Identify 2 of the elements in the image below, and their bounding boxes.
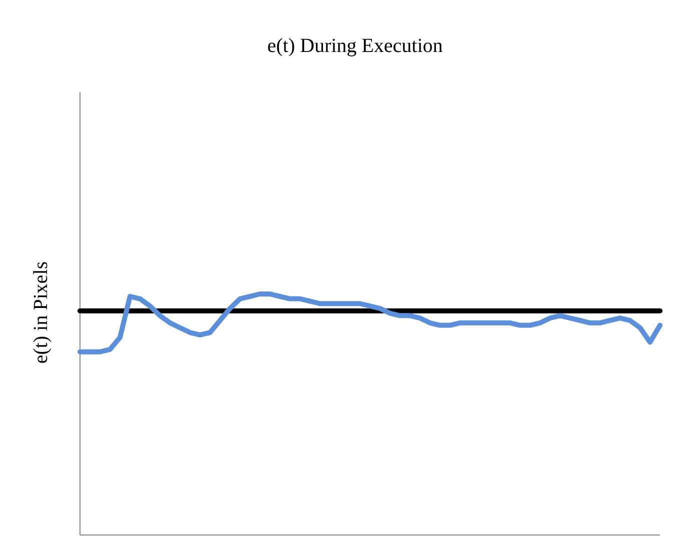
y-axis-title: e(t) in Pixels	[30, 261, 52, 364]
chart-title: e(t) During Execution	[267, 35, 443, 57]
